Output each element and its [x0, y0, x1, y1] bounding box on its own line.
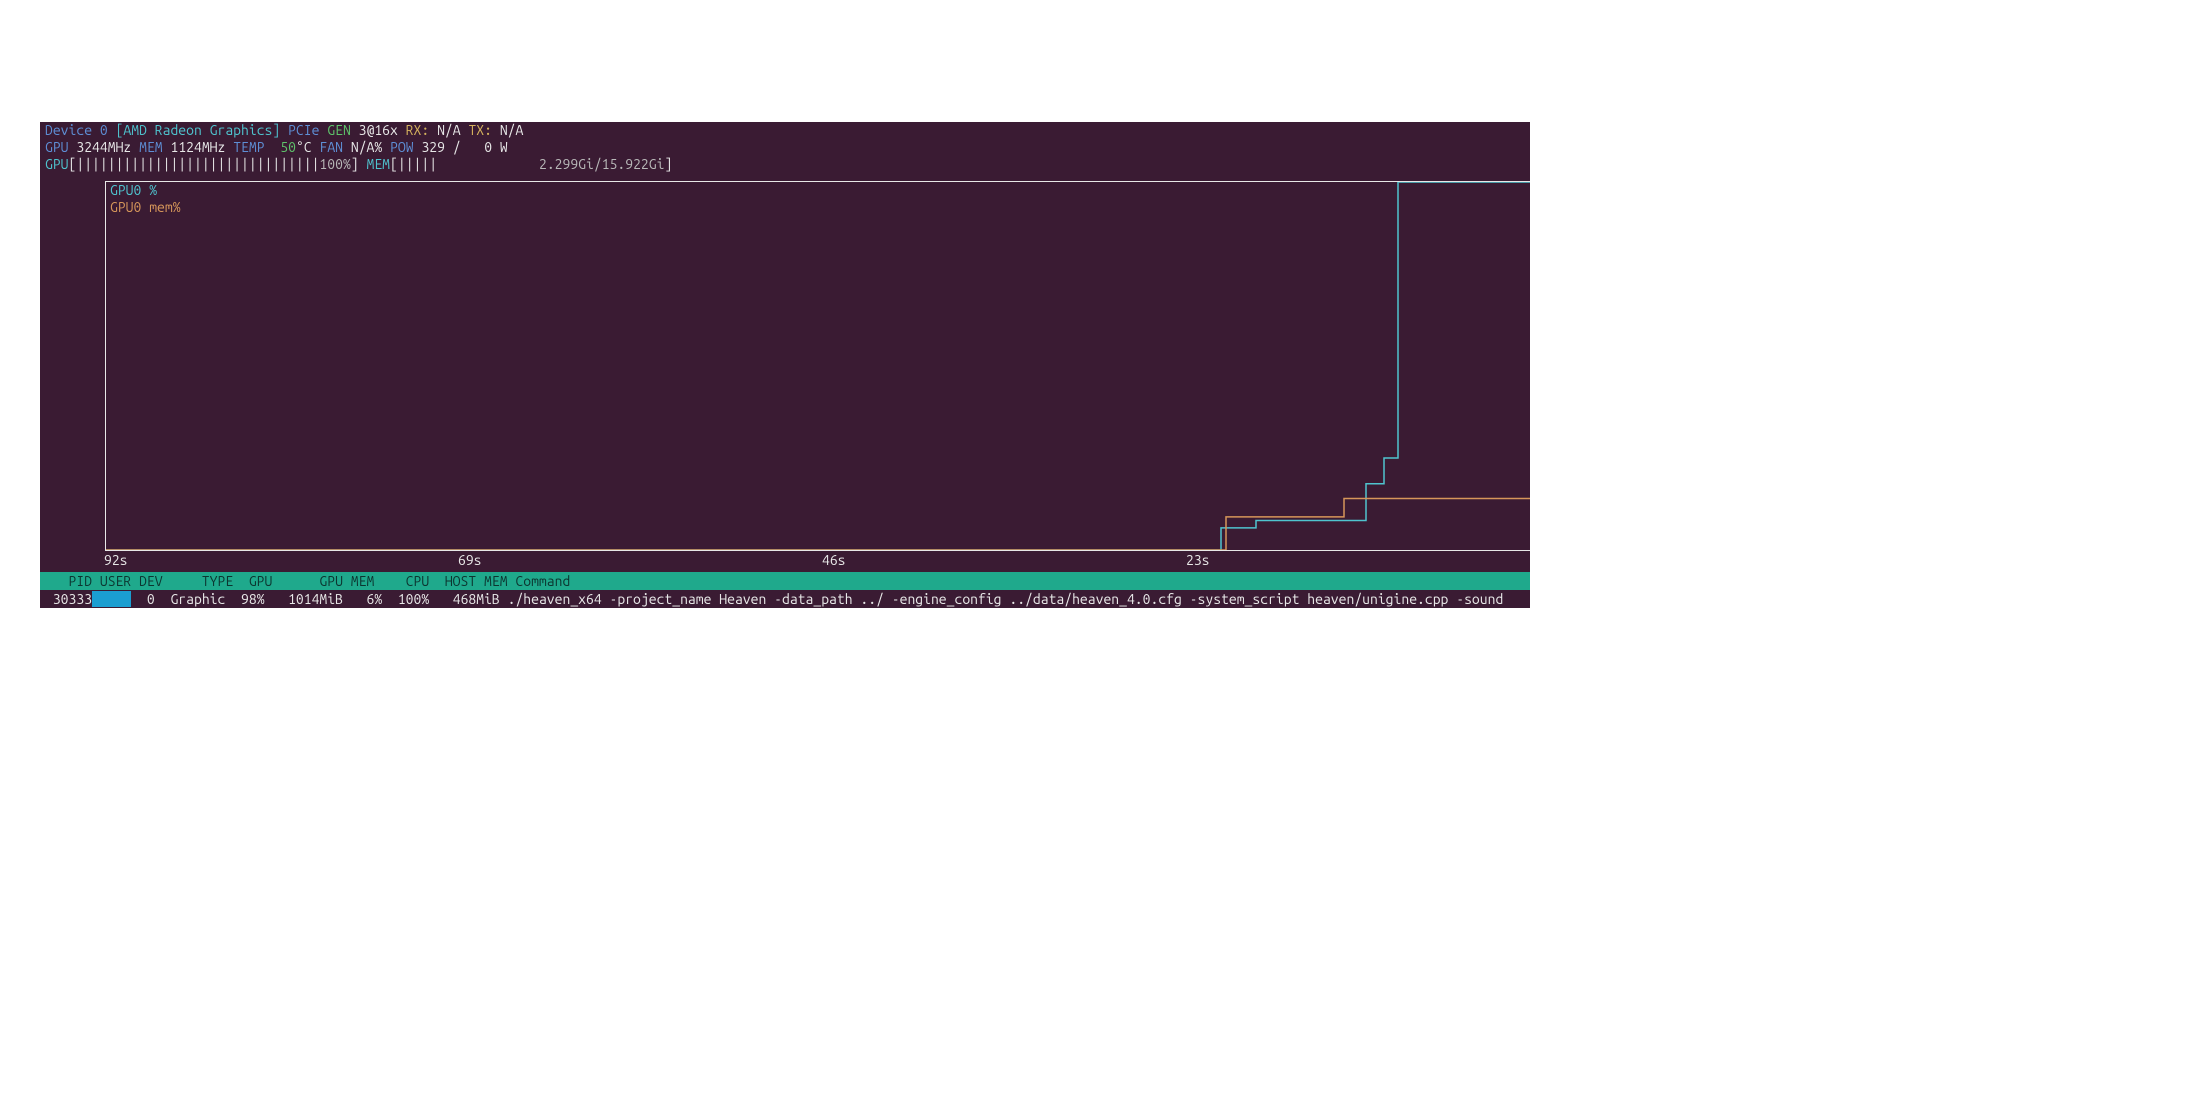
pcie-label: PCIe — [288, 122, 319, 138]
tx-label: TX: — [468, 122, 492, 138]
header-line-3: GPU[|||||||||||||||||||||||||||||||100%]… — [40, 156, 1530, 173]
mem-bar-value: 2.299Gi/15.922Gi — [539, 156, 664, 172]
line-gpu-mem — [106, 498, 1530, 550]
chart-box: GPU0 % GPU0 mem% 92s 69s 46s 23s 0s — [105, 181, 1530, 551]
fan-label: FAN — [320, 139, 344, 155]
dev: 0 — [131, 591, 155, 607]
host-cpu: 100% — [382, 591, 429, 607]
user-hidden — [92, 591, 131, 607]
process-table-row[interactable]: 30333 0 Graphic 98% 1014MiB 6% 100% 468M… — [40, 590, 1530, 608]
pow-label: POW — [390, 139, 414, 155]
pcie-gen-label: GEN — [327, 122, 351, 138]
mem-bar-label: MEM — [366, 156, 390, 172]
header-line-2: GPU 3244MHz MEM 1124MHz TEMP 50°C FAN N/… — [40, 139, 1530, 156]
temp-value: 50 — [280, 139, 296, 155]
x-tick-92s: 92s — [104, 552, 128, 569]
gpu-clock-label: GPU — [45, 139, 69, 155]
rx-value: N/A — [437, 122, 461, 138]
gpu-clock-value: 3244MHz — [76, 139, 131, 155]
mem-clock-value: 1124MHz — [170, 139, 225, 155]
command: ./heaven_x64 -project_name Heaven -data_… — [500, 591, 1504, 607]
device-name: [AMD Radeon Graphics] — [116, 122, 281, 138]
pid: 30333 — [45, 591, 92, 607]
temp-unit: °C — [296, 139, 312, 155]
line-gpu-util — [106, 182, 1530, 550]
process-table-header: PID USER DEV TYPE GPU GPU MEM CPU HOST M… — [40, 572, 1530, 590]
mem-clock-label: MEM — [139, 139, 163, 155]
x-tick-23s: 23s — [1186, 552, 1210, 569]
pcie-gen-value: 3@16x — [359, 122, 398, 138]
temp-label: TEMP — [233, 139, 264, 155]
pow-value: 329 / 0 W — [421, 139, 507, 155]
gpu-bar-fill: ||||||||||||||||||||||||||||||| — [76, 156, 319, 172]
gpu-bar-label: GPU — [45, 156, 69, 172]
gpu-bar-pct: 100% — [319, 156, 350, 172]
x-tick-69s: 69s — [458, 552, 482, 569]
host-mem: 468MiB — [429, 591, 500, 607]
gpu-monitor-terminal: Device 0 [AMD Radeon Graphics] PCIe GEN … — [40, 122, 1530, 608]
x-tick-46s: 46s — [822, 552, 846, 569]
chart-svg — [106, 182, 1530, 550]
cpu-pct: 6% — [343, 591, 382, 607]
gpu-pct: 98% — [225, 591, 264, 607]
rx-label: RX: — [406, 122, 430, 138]
mem-bar-fill: ||||| — [398, 156, 437, 172]
device-label: Device 0 — [45, 122, 108, 138]
type: Graphic — [155, 591, 226, 607]
gpu-mem: 1014MiB — [265, 591, 343, 607]
tx-value: N/A — [500, 122, 524, 138]
header-line-1: Device 0 [AMD Radeon Graphics] PCIe GEN … — [40, 122, 1530, 139]
fan-value: N/A% — [351, 139, 382, 155]
